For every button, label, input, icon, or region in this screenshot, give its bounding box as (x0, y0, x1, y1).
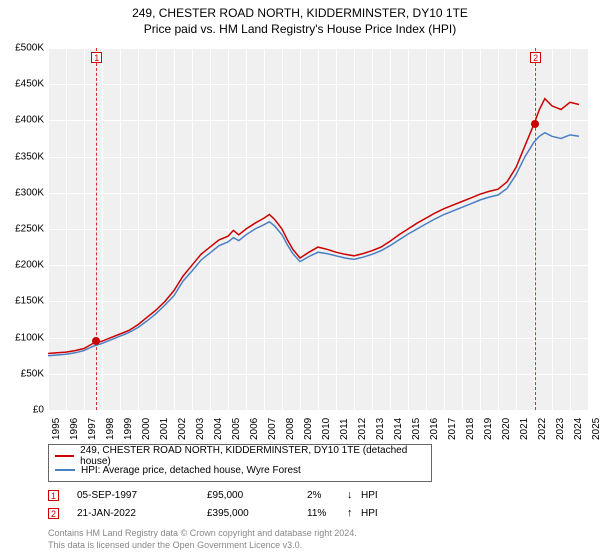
x-axis-label: 2004 (213, 418, 224, 440)
x-axis-label: 2017 (447, 418, 458, 440)
x-axis-label: 2013 (375, 418, 386, 440)
y-axis-label: £100K (2, 332, 44, 343)
x-axis-label: 2025 (591, 418, 600, 440)
x-axis-label: 2012 (357, 418, 368, 440)
event-row-2: 2 21-JAN-2022 £395,000 11% ↑ HPI (48, 504, 378, 522)
event-row-1: 1 05-SEP-1997 £95,000 2% ↓ HPI (48, 486, 378, 504)
x-axis-label: 2018 (465, 418, 476, 440)
event-ref-1: HPI (361, 490, 378, 501)
x-axis-label: 2011 (339, 418, 350, 440)
legend-row-series-1: 249, CHESTER ROAD NORTH, KIDDERMINSTER, … (55, 449, 425, 463)
legend-swatch-1 (55, 455, 74, 457)
y-axis-label: £150K (2, 296, 44, 307)
x-axis-label: 2022 (537, 418, 548, 440)
x-axis-label: 2019 (483, 418, 494, 440)
x-axis-label: 1995 (51, 418, 62, 440)
x-axis-label: 2024 (573, 418, 584, 440)
x-axis-label: 2016 (429, 418, 440, 440)
y-axis-label: £250K (2, 224, 44, 235)
footer-line-1: Contains HM Land Registry data © Crown c… (48, 528, 357, 540)
x-axis-label: 2007 (267, 418, 278, 440)
arrow-down-icon: ↓ (347, 489, 361, 501)
event-marker-2: 2 (48, 508, 59, 519)
x-axis-label: 2015 (411, 418, 422, 440)
y-axis-label: £300K (2, 187, 44, 198)
x-axis-label: 1996 (69, 418, 80, 440)
x-axis-label: 2008 (285, 418, 296, 440)
x-axis-label: 2000 (141, 418, 152, 440)
x-axis-label: 2014 (393, 418, 404, 440)
arrow-up-icon: ↑ (347, 507, 361, 519)
event-price-1: £95,000 (207, 490, 307, 501)
event-price-2: £395,000 (207, 508, 307, 519)
event-pct-1: 2% (307, 490, 347, 501)
y-axis-label: £0 (2, 405, 44, 416)
event-marker-box-1: 1 (91, 52, 102, 63)
title-block: 249, CHESTER ROAD NORTH, KIDDERMINSTER, … (0, 0, 600, 36)
x-axis-label: 1997 (87, 418, 98, 440)
gridline-v (588, 48, 589, 410)
event-dot-2 (531, 120, 539, 128)
event-ref-2: HPI (361, 508, 378, 519)
line-series-svg (48, 48, 588, 410)
x-axis-label: 2001 (159, 418, 170, 440)
x-axis-label: 1999 (123, 418, 134, 440)
x-axis-label: 2006 (249, 418, 260, 440)
x-axis-label: 2002 (177, 418, 188, 440)
x-axis-label: 2021 (519, 418, 530, 440)
legend-swatch-2 (55, 469, 75, 471)
legend: 249, CHESTER ROAD NORTH, KIDDERMINSTER, … (48, 444, 432, 482)
x-axis-label: 2003 (195, 418, 206, 440)
x-axis-label: 2009 (303, 418, 314, 440)
series-line-price_paid (48, 99, 579, 354)
chart-area: £0£50K£100K£150K£200K£250K£300K£350K£400… (48, 48, 588, 410)
event-marker-box-2: 2 (530, 52, 541, 63)
title-subtitle: Price paid vs. HM Land Registry's House … (0, 22, 600, 36)
events-table: 1 05-SEP-1997 £95,000 2% ↓ HPI 2 21-JAN-… (48, 486, 378, 522)
x-axis-label: 2020 (501, 418, 512, 440)
footer-line-2: This data is licensed under the Open Gov… (48, 540, 357, 552)
y-axis-label: £400K (2, 115, 44, 126)
title-address: 249, CHESTER ROAD NORTH, KIDDERMINSTER, … (0, 6, 600, 20)
y-axis-label: £450K (2, 79, 44, 90)
event-pct-2: 11% (307, 508, 347, 519)
x-axis-label: 1998 (105, 418, 116, 440)
event-dot-1 (92, 337, 100, 345)
event-date-1: 05-SEP-1997 (77, 490, 207, 501)
event-date-2: 21-JAN-2022 (77, 508, 207, 519)
x-axis-label: 2005 (231, 418, 242, 440)
y-axis-label: £350K (2, 151, 44, 162)
footer-attribution: Contains HM Land Registry data © Crown c… (48, 528, 357, 551)
chart-container: 249, CHESTER ROAD NORTH, KIDDERMINSTER, … (0, 0, 600, 560)
legend-label-2: HPI: Average price, detached house, Wyre… (81, 465, 301, 476)
x-axis-label: 2010 (321, 418, 332, 440)
series-line-hpi (48, 133, 579, 356)
y-axis-label: £500K (2, 43, 44, 54)
x-axis-label: 2023 (555, 418, 566, 440)
y-axis-label: £50K (2, 368, 44, 379)
y-axis-label: £200K (2, 260, 44, 271)
gridline-h (48, 410, 588, 411)
event-marker-1: 1 (48, 490, 59, 501)
